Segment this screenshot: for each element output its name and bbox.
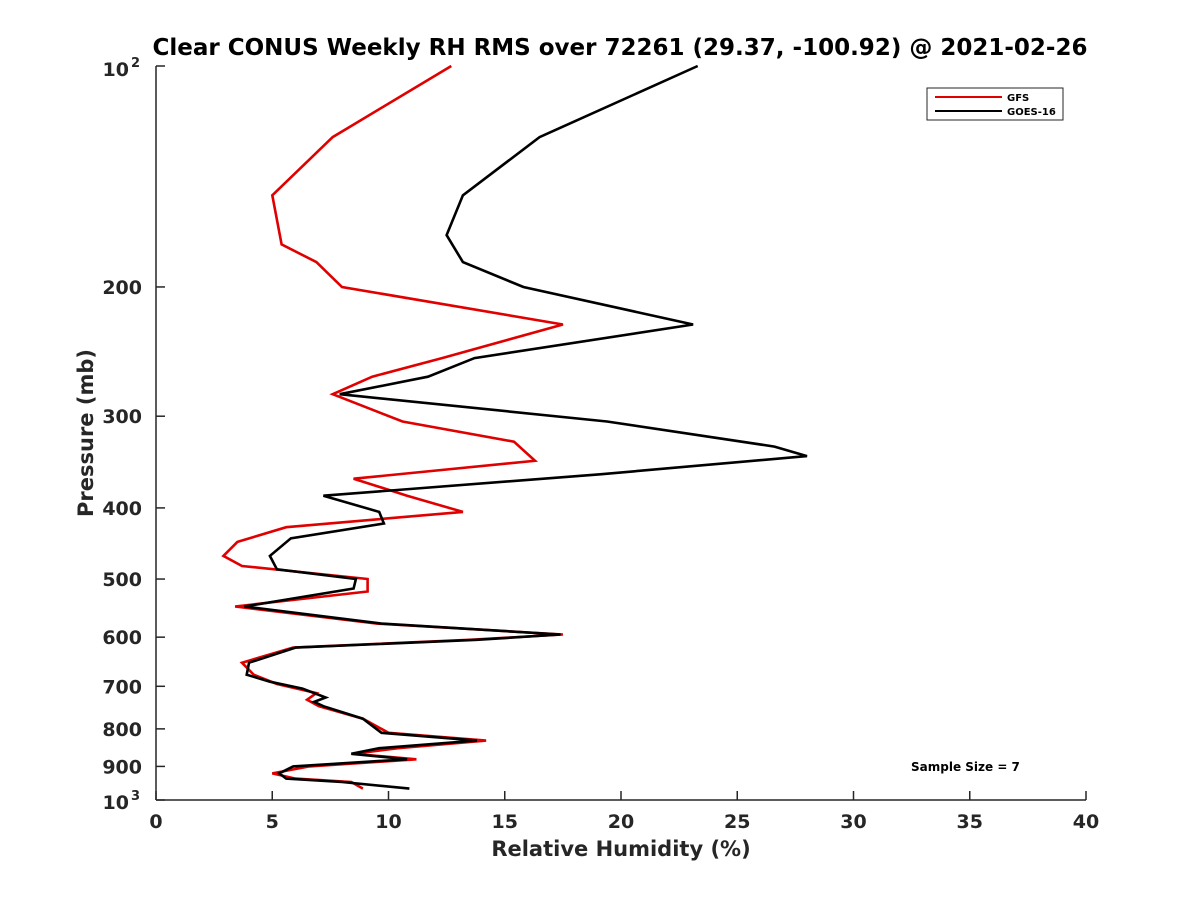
y-tick-label: 700 [102,676,142,698]
y-axis-label: Pressure (mb) [74,349,98,517]
y-tick-label: 800 [102,719,142,741]
x-tick-label: 30 [840,811,866,833]
series-line-goes16 [244,64,808,790]
sample-size-annotation: Sample Size = 7 [911,760,1020,774]
y-bottom-tick-label: 10 [103,792,129,814]
series-line-gfs [221,64,564,790]
x-axis-label: Relative Humidity (%) [491,837,750,861]
y-top-tick-label: 10 [103,59,129,81]
legend-box [926,87,1064,121]
legend-label-gfs: GFS [1007,93,1029,104]
y-top-tick-exponent: 2 [131,56,140,71]
chart-title: Clear CONUS Weekly RH RMS over 72261 (29… [153,35,1088,61]
y-bottom-tick-exponent: 3 [131,789,140,804]
series-layer [221,64,808,790]
y-tick-label: 600 [102,627,142,649]
x-tick-label: 35 [957,811,983,833]
plot-area [155,66,1086,801]
x-tick-label: 5 [266,811,279,833]
y-tick-label: 300 [102,406,142,428]
x-tick-label: 25 [724,811,750,833]
legend: GFS GOES-16 [926,87,1064,121]
x-axis-ticks: 0 5 10 15 20 25 30 35 40 [149,791,1099,833]
x-tick-label: 15 [492,811,518,833]
y-axis-ticks: 200 300 400 500 600 700 800 900 [102,65,165,801]
y-tick-label: 400 [102,498,142,520]
y-tick-label: 900 [102,756,142,778]
x-tick-label: 40 [1073,811,1099,833]
y-tick-label: 500 [102,569,142,591]
legend-label-goes16: GOES-16 [1007,107,1056,118]
y-tick-label: 200 [102,277,142,299]
x-tick-label: 0 [149,811,162,833]
x-tick-label: 20 [608,811,634,833]
x-tick-label: 10 [375,811,401,833]
